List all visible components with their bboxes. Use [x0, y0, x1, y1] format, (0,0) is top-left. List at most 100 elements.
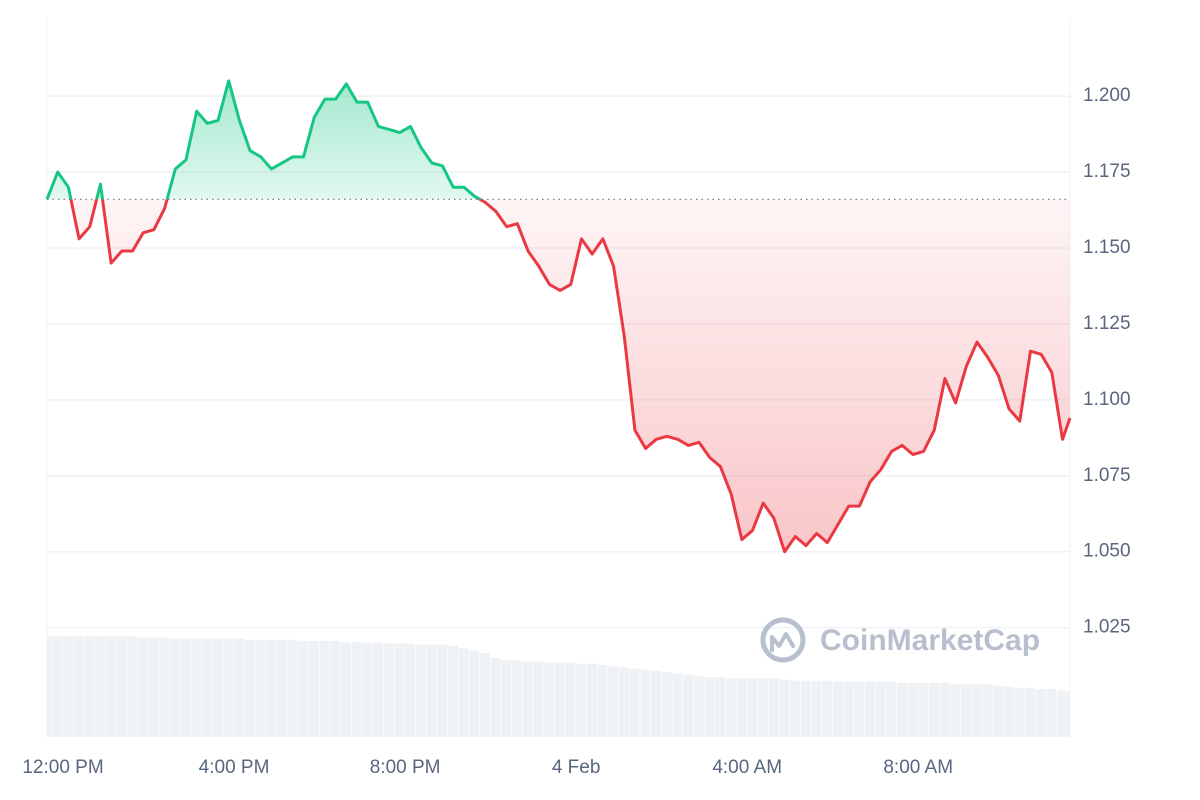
volume-bar — [426, 644, 437, 737]
volume-bar — [907, 683, 918, 737]
x-tick-label: 8:00 PM — [370, 757, 441, 778]
volume-bar — [576, 663, 587, 737]
x-tick-label: 4 Feb — [552, 757, 601, 778]
volume-bar — [843, 681, 854, 737]
volume-bar — [950, 684, 961, 737]
volume-bar — [47, 636, 52, 737]
volume-bar — [522, 661, 533, 737]
volume-bar — [822, 680, 833, 737]
volume-bar — [319, 641, 330, 737]
x-tick-label: 4:00 AM — [712, 757, 782, 778]
volume-bar — [1014, 687, 1025, 737]
area-up — [47, 80, 480, 200]
y-tick-label: 1.075 — [1083, 465, 1131, 486]
volume-bar — [982, 684, 993, 737]
volume-bar — [330, 641, 341, 737]
volume-bar — [351, 642, 362, 737]
volume-bar — [266, 639, 277, 737]
volume-bar — [340, 642, 352, 737]
volume-bar — [586, 663, 597, 737]
volume-bar — [683, 674, 694, 737]
volume-bar — [864, 681, 875, 737]
y-tick-label: 1.050 — [1083, 541, 1131, 562]
volume-bar — [608, 666, 619, 737]
x-tick-label: 4:00 PM — [199, 757, 270, 778]
volume-bar — [939, 683, 950, 737]
volume-bar — [244, 639, 255, 737]
volume-bar — [747, 678, 758, 737]
volume-bar — [373, 642, 384, 737]
volume-bar — [960, 684, 972, 737]
volume-bar — [736, 678, 747, 737]
plot-layer — [45, 79, 1072, 554]
volume-bar — [63, 636, 74, 737]
volume-bar — [832, 681, 843, 737]
volume-bar — [789, 680, 801, 737]
watermark-logo-mark — [770, 632, 795, 652]
volume-bar — [437, 644, 448, 737]
volume-bar — [928, 683, 939, 737]
y-tick-label: 1.100 — [1083, 389, 1131, 410]
volume-bar — [533, 661, 544, 737]
volume-bar — [501, 660, 512, 737]
volume-bar — [693, 675, 704, 737]
volume-bar — [490, 657, 501, 737]
volume-bar — [544, 662, 555, 737]
volume-bar — [629, 668, 640, 737]
volume-bar — [405, 643, 416, 737]
price-line-up — [45, 79, 483, 200]
volume-bar — [447, 645, 458, 737]
volume-bar — [768, 678, 779, 737]
volume-bar — [875, 681, 886, 737]
volume-bar — [661, 672, 672, 737]
volume-bar — [597, 665, 608, 737]
volume-bar — [276, 639, 287, 737]
volume-bar — [811, 680, 822, 737]
y-tick-label: 1.025 — [1083, 617, 1131, 638]
watermark: CoinMarketCap — [760, 617, 1040, 663]
volume-bar — [800, 680, 811, 737]
volume-bar — [469, 650, 480, 737]
volume-bar — [191, 638, 202, 737]
volume-bar — [565, 662, 576, 737]
volume-bar — [918, 683, 929, 737]
y-tick-label: 1.200 — [1083, 85, 1131, 106]
volume-bar — [105, 636, 116, 737]
volume-bar — [308, 641, 319, 737]
volume-bar — [725, 678, 736, 737]
volume-bar — [779, 679, 790, 737]
volume-bar — [298, 641, 309, 737]
volume-bar — [1003, 686, 1014, 737]
volume-bar — [52, 636, 63, 737]
y-tick-label: 1.150 — [1083, 237, 1131, 258]
volume-bar — [512, 660, 523, 737]
volume-bar — [212, 638, 223, 737]
volume-bar — [169, 638, 181, 737]
volume-bar — [84, 636, 95, 737]
watermark-text: CoinMarketCap — [820, 624, 1040, 657]
volume-bar — [672, 673, 683, 737]
volume-bar — [1066, 691, 1070, 737]
y-tick-label: 1.125 — [1083, 313, 1131, 334]
volume-bar — [896, 683, 907, 737]
volume-bar — [993, 685, 1004, 737]
volume-bar — [479, 653, 491, 737]
volume-bar — [95, 636, 106, 737]
tick-layer: 1.025 1.050 1.075 1.100 1.125 1.150 1.175 1.200… — [22, 85, 1130, 778]
area-down — [47, 199, 1070, 552]
x-tick-label: 12:00 PM — [22, 757, 103, 778]
volume-bar — [159, 637, 170, 737]
volume-bar — [255, 639, 266, 737]
volume-bar — [618, 667, 629, 737]
volume-bar — [640, 669, 651, 737]
volume-bar — [458, 648, 469, 737]
volume-bar — [223, 638, 234, 737]
price-line-down — [47, 199, 1072, 554]
volume-bar — [854, 681, 865, 737]
volume-bar — [1025, 687, 1036, 737]
volume-bar — [394, 643, 405, 737]
volume-bar — [1046, 689, 1057, 737]
volume-bar — [1035, 689, 1046, 737]
